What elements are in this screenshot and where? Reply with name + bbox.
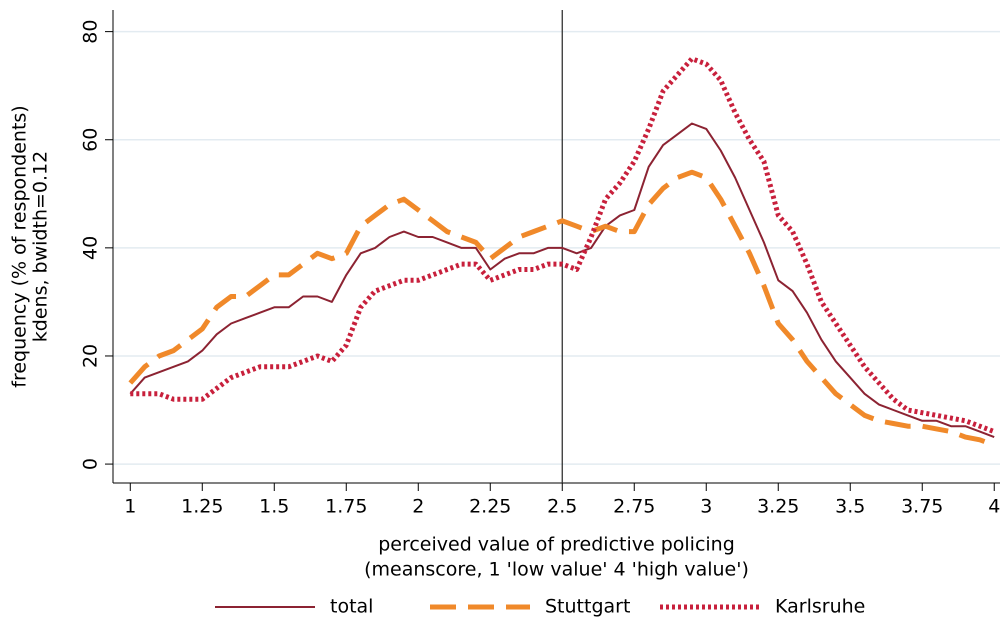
legend-label: Karlsruhe bbox=[775, 596, 865, 618]
x-tick-label: 4 bbox=[988, 496, 1000, 518]
x-tick-label: 1.5 bbox=[259, 496, 289, 518]
y-tick-label: 20 bbox=[80, 344, 102, 368]
x-axis-title: perceived value of predictive policing bbox=[378, 534, 735, 556]
x-tick-label: 2.5 bbox=[547, 496, 577, 518]
x-tick-label: 2 bbox=[412, 496, 424, 518]
y-tick-label: 0 bbox=[80, 458, 102, 470]
x-tick-label: 1.75 bbox=[325, 496, 367, 518]
legend-label: total bbox=[330, 596, 373, 618]
series-line bbox=[130, 56, 996, 434]
legend-label: Stuttgart bbox=[545, 596, 630, 618]
y-tick-label: 40 bbox=[80, 236, 102, 260]
y-axis-title: kdens, bwidth=0.12 bbox=[30, 151, 52, 342]
x-tick-label: 2.75 bbox=[613, 496, 655, 518]
y-tick-label: 60 bbox=[80, 128, 102, 152]
x-axis-title: (meanscore, 1 'low value' 4 'high value'… bbox=[364, 559, 749, 581]
x-tick-label: 3.75 bbox=[901, 496, 943, 518]
x-tick-label: 3.25 bbox=[757, 496, 799, 518]
series-line bbox=[129, 122, 995, 439]
x-tick-label: 3.5 bbox=[835, 496, 865, 518]
x-tick-label: 1 bbox=[124, 496, 136, 518]
series-line bbox=[128, 169, 996, 448]
y-axis-title: frequency (% of respondents) bbox=[9, 105, 31, 387]
y-tick-label: 80 bbox=[80, 20, 102, 44]
x-tick-label: 2.25 bbox=[469, 496, 511, 518]
x-tick-label: 3 bbox=[700, 496, 712, 518]
x-tick-label: 1.25 bbox=[181, 496, 223, 518]
